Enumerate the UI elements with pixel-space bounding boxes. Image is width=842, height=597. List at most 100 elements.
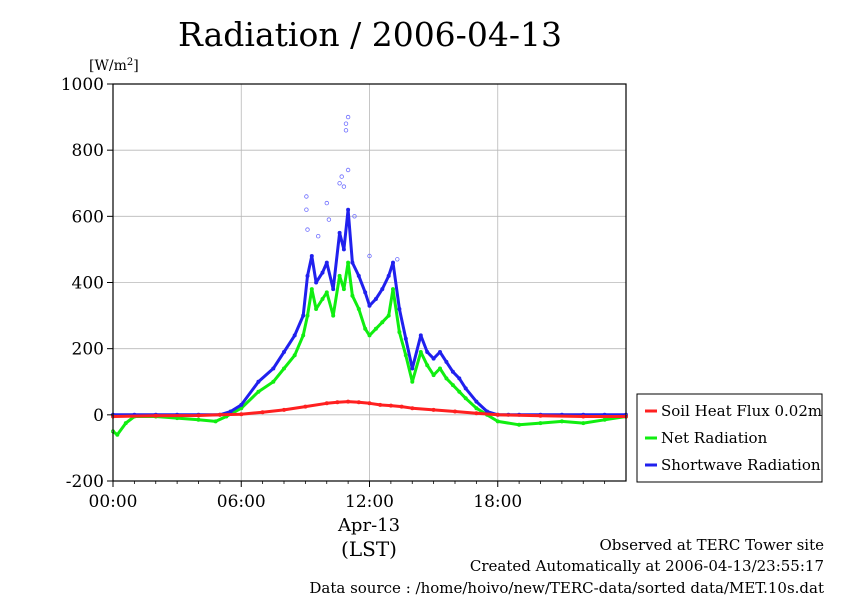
data-point-shortwave-radiation bbox=[337, 230, 342, 235]
legend: Soil Heat Flux 0.02m Net Radiation Shortwa… bbox=[636, 393, 823, 483]
data-point-soil-heat-flux-0-02m bbox=[324, 401, 329, 406]
spike-point bbox=[395, 257, 400, 262]
data-point-net-radiation bbox=[410, 379, 415, 384]
data-point-shortwave-radiation bbox=[380, 287, 385, 292]
footer-observed: Observed at TERC Tower site bbox=[599, 536, 824, 554]
data-point-shortwave-radiation bbox=[444, 359, 449, 364]
data-point-soil-heat-flux-0-02m bbox=[495, 412, 500, 417]
data-point-shortwave-radiation bbox=[346, 207, 351, 212]
data-point-soil-heat-flux-0-02m bbox=[378, 402, 383, 407]
data-point-net-radiation bbox=[450, 383, 455, 388]
data-point-net-radiation bbox=[292, 353, 297, 358]
y-axis-label-base: [W/m bbox=[89, 58, 127, 74]
data-point-net-radiation bbox=[463, 396, 468, 401]
data-point-net-radiation bbox=[324, 290, 329, 295]
data-point-shortwave-radiation bbox=[301, 313, 306, 318]
data-point-net-radiation bbox=[350, 293, 355, 298]
data-point-soil-heat-flux-0-02m bbox=[367, 401, 372, 406]
data-point-soil-heat-flux-0-02m bbox=[410, 406, 415, 411]
spike-point bbox=[343, 121, 349, 126]
data-point-net-radiation bbox=[437, 366, 442, 371]
y-tick-label: 200 bbox=[72, 340, 104, 360]
y-tick-label: -200 bbox=[66, 472, 104, 492]
y-tick-label: 400 bbox=[72, 274, 104, 294]
data-point-net-radiation bbox=[363, 326, 368, 331]
data-point-soil-heat-flux-0-02m bbox=[196, 413, 201, 418]
data-point-net-radiation bbox=[559, 419, 564, 424]
data-point-shortwave-radiation bbox=[397, 306, 402, 311]
x-axis-timezone-label: (LST) bbox=[341, 537, 397, 561]
data-point-net-radiation bbox=[301, 333, 306, 338]
data-point-shortwave-radiation bbox=[437, 349, 442, 354]
x-tick-label: 06:00 bbox=[217, 492, 266, 512]
data-point-shortwave-radiation bbox=[356, 273, 361, 278]
data-point-soil-heat-flux-0-02m bbox=[388, 403, 393, 408]
data-point-soil-heat-flux-0-02m bbox=[356, 400, 361, 405]
data-point-net-radiation bbox=[418, 349, 423, 354]
spike-point bbox=[304, 207, 309, 212]
data-point-shortwave-radiation bbox=[331, 287, 336, 292]
data-point-shortwave-radiation bbox=[309, 253, 314, 258]
data-point-net-radiation bbox=[341, 287, 346, 292]
chart-title: Radiation / 2006-04-13 bbox=[178, 15, 562, 54]
data-point-shortwave-radiation bbox=[256, 379, 261, 384]
spike-point bbox=[339, 174, 344, 179]
data-point-net-radiation bbox=[373, 326, 378, 331]
data-point-net-radiation bbox=[356, 306, 361, 311]
data-point-shortwave-radiation bbox=[450, 369, 455, 374]
data-point-net-radiation bbox=[390, 287, 395, 292]
data-point-net-radiation bbox=[602, 417, 607, 422]
data-point-net-radiation bbox=[517, 422, 522, 427]
data-point-soil-heat-flux-0-02m bbox=[239, 412, 244, 417]
data-point-soil-heat-flux-0-02m bbox=[153, 413, 158, 418]
legend-box bbox=[636, 393, 823, 483]
spike-point bbox=[324, 200, 329, 206]
spike-point bbox=[316, 233, 321, 239]
data-point-net-radiation bbox=[331, 313, 336, 318]
x-tick-label: 12:00 bbox=[345, 492, 394, 512]
data-point-shortwave-radiation bbox=[271, 366, 276, 371]
spike-point bbox=[367, 253, 372, 259]
data-point-shortwave-radiation bbox=[367, 303, 372, 308]
data-point-soil-heat-flux-0-02m bbox=[538, 413, 543, 418]
data-point-net-radiation bbox=[444, 376, 449, 381]
legend-label: Net Radiation bbox=[661, 429, 768, 447]
data-point-net-radiation bbox=[538, 421, 543, 426]
data-point-shortwave-radiation bbox=[457, 376, 462, 381]
data-point-net-radiation bbox=[457, 389, 462, 394]
data-point-shortwave-radiation bbox=[386, 273, 391, 278]
spike-point bbox=[341, 184, 347, 189]
legend-item: Soil Heat Flux 0.02m bbox=[645, 402, 822, 420]
data-point-shortwave-radiation bbox=[373, 296, 378, 301]
data-point-net-radiation bbox=[256, 389, 261, 394]
data-point-shortwave-radiation bbox=[363, 290, 368, 295]
data-point-net-radiation bbox=[337, 273, 342, 278]
data-point-net-radiation bbox=[213, 419, 218, 424]
y-ticks: -200 0 200 400 600 800 1000 bbox=[61, 75, 113, 492]
data-point-soil-heat-flux-0-02m bbox=[452, 409, 457, 414]
spike-layer bbox=[304, 114, 400, 262]
data-point-net-radiation bbox=[495, 419, 500, 424]
data-point-net-radiation bbox=[397, 330, 402, 335]
spike-point bbox=[352, 214, 357, 219]
data-point-net-radiation bbox=[123, 421, 128, 426]
spike-point bbox=[337, 181, 342, 186]
data-point-shortwave-radiation bbox=[324, 260, 329, 265]
data-point-net-radiation bbox=[474, 406, 479, 411]
spike-point bbox=[305, 227, 310, 232]
data-point-net-radiation bbox=[380, 320, 385, 325]
data-point-net-radiation bbox=[431, 373, 436, 378]
data-point-shortwave-radiation bbox=[390, 260, 395, 265]
data-point-soil-heat-flux-0-02m bbox=[260, 410, 265, 415]
data-point-net-radiation bbox=[403, 353, 408, 358]
data-point-shortwave-radiation bbox=[292, 333, 297, 338]
x-axis-date-label: Apr-13 bbox=[337, 515, 400, 536]
series-layer bbox=[111, 207, 629, 437]
spike-point bbox=[345, 114, 351, 120]
data-point-shortwave-radiation bbox=[431, 356, 436, 361]
y-tick-label: 0 bbox=[93, 406, 104, 426]
legend-label: Shortwave Radiation bbox=[661, 456, 821, 474]
spike-point bbox=[304, 194, 309, 199]
data-point-net-radiation bbox=[115, 432, 120, 437]
